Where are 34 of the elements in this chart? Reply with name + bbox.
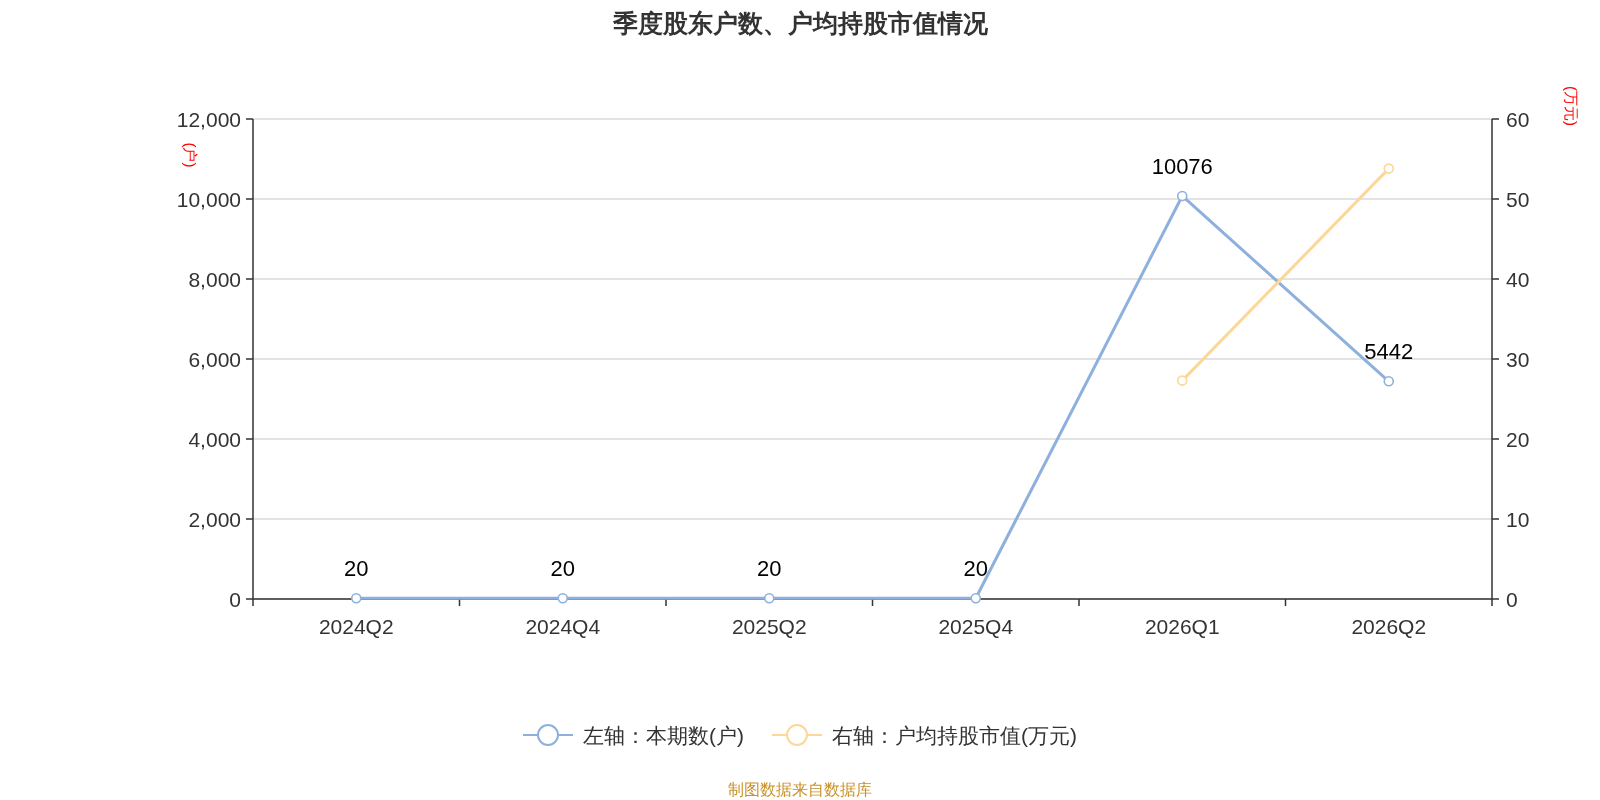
legend-label: 右轴：户均持股市值(万元) <box>832 723 1077 747</box>
x-tick-label: 2025Q2 <box>731 614 807 638</box>
y-tick-label: 6,000 <box>188 347 241 371</box>
ylabel: (户) <box>181 142 199 168</box>
y2-tick-label: 0 <box>1506 587 1518 611</box>
y2-tick-label: 40 <box>1506 267 1530 291</box>
legend-item: 右轴：户均持股市值(万元) <box>771 723 1077 747</box>
value-label: 20 <box>757 556 782 582</box>
y-tick-label: 12,000 <box>176 107 241 131</box>
legend-item: 左轴：本期数(户) <box>522 723 744 747</box>
x-tick-label: 2026Q2 <box>1351 614 1427 638</box>
y2label: (万元) <box>1562 86 1580 126</box>
x-tick-label: 2024Q4 <box>525 614 601 638</box>
y-tick-label: 4,000 <box>188 427 241 451</box>
y2-tick-label: 60 <box>1506 107 1530 131</box>
y2-tick-label: 20 <box>1506 427 1530 451</box>
title: 季度股东户数、户均持股市值情况 <box>612 9 988 37</box>
annotation: 制图数据来自数据库 <box>728 780 872 798</box>
y-tick-label: 2,000 <box>188 507 241 531</box>
legend-label: 左轴：本期数(户) <box>583 723 744 747</box>
value-label: 20 <box>963 556 988 582</box>
y-tick-label: 10,000 <box>176 187 241 211</box>
value-label: 20 <box>344 556 369 582</box>
x-tick-label: 2025Q4 <box>938 614 1014 638</box>
x-tick-label: 2024Q2 <box>318 614 394 638</box>
y-tick-label: 0 <box>229 587 241 611</box>
x-tick-label: 2026Q1 <box>1144 614 1220 638</box>
y-tick-label: 8,000 <box>188 267 241 291</box>
y2-tick-label: 50 <box>1506 187 1530 211</box>
value-label: 20 <box>550 556 575 582</box>
y2-tick-label: 10 <box>1506 507 1530 531</box>
y2-tick-label: 30 <box>1506 347 1530 371</box>
value-label: 10076 <box>1151 153 1213 179</box>
value-label: 5442 <box>1364 339 1414 365</box>
